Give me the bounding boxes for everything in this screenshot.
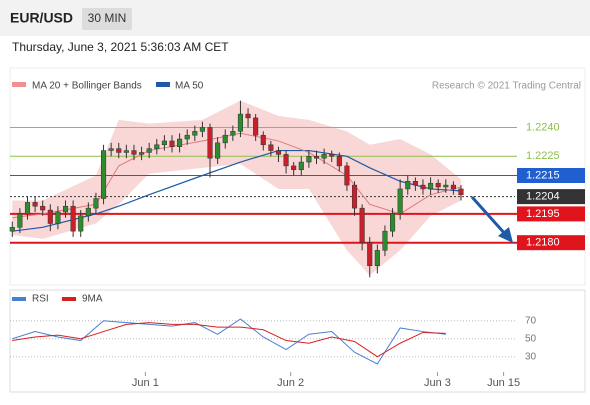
rsi-tick-label: 50: [525, 333, 537, 344]
candle-body: [245, 113, 251, 119]
candle-body: [359, 207, 365, 243]
candle-body: [169, 140, 175, 147]
candle-body: [108, 148, 114, 151]
candle-body: [420, 184, 426, 190]
price-label: 1.2240: [526, 121, 560, 133]
candle-body: [47, 209, 53, 224]
candle-body: [268, 144, 274, 151]
candle-body: [123, 150, 129, 153]
price-label-box: [517, 168, 585, 183]
candle-body: [321, 154, 327, 159]
candle-body: [253, 117, 259, 136]
rsi-tick-label: 30: [525, 351, 537, 362]
candle-body: [40, 205, 46, 211]
forecast-arrow: [470, 195, 508, 237]
candle-body: [24, 202, 31, 215]
candle-body: [100, 150, 107, 199]
arrow-head: [498, 227, 513, 243]
candle-body: [192, 131, 198, 136]
timeframe-box[interactable]: [82, 8, 132, 30]
legend-label: MA 20 + Bollinger Bands: [32, 81, 142, 92]
candle-body: [336, 156, 342, 167]
bollinger-band: [12, 100, 462, 276]
candle-body: [184, 134, 190, 140]
legend-label: 9MA: [82, 294, 103, 305]
candle-body: [62, 205, 69, 213]
candle-body: [291, 165, 297, 170]
price-label-box: [517, 206, 585, 222]
candle-body: [85, 207, 91, 217]
price-label-box: [517, 235, 585, 251]
candle-body: [458, 188, 464, 195]
x-tick-label: Jun 15: [487, 377, 520, 389]
candle-body: [260, 134, 266, 146]
legend-label: MA 50: [175, 81, 204, 92]
candle-body: [177, 138, 183, 147]
candle-body: [9, 227, 15, 232]
candle-body: [230, 131, 236, 136]
rsi-tick-label: 70: [525, 315, 537, 326]
candle-body: [283, 154, 289, 167]
candle-body: [435, 182, 441, 188]
datetime: Thursday, June 3, 2021 5:36:03 AM CET: [12, 40, 229, 54]
candle-body: [405, 181, 411, 190]
candle-body: [93, 198, 99, 209]
candle-body: [215, 142, 221, 159]
candle-body: [131, 150, 137, 155]
candle-body: [17, 213, 23, 228]
legend-swatch: [62, 297, 76, 301]
candle-body: [382, 230, 388, 251]
price-label-box: [517, 189, 585, 205]
legend-swatch: [12, 82, 26, 87]
candle-body: [78, 215, 84, 232]
price-label: 1.2180: [526, 237, 560, 249]
candle-body: [412, 181, 418, 186]
candle-body: [329, 154, 335, 157]
candle-body: [313, 156, 320, 159]
price-label: 1.2195: [526, 208, 560, 220]
symbol: EUR/USD: [10, 10, 73, 26]
candle-body: [390, 213, 396, 232]
rsi-frame: [9, 289, 586, 393]
x-tick-label: Jun 3: [424, 377, 451, 389]
ma50-line: [12, 149, 462, 232]
ma20-line: [12, 132, 462, 219]
candle-body: [275, 150, 282, 155]
candle-body: [161, 140, 167, 146]
candle-body: [397, 188, 403, 215]
candle-body: [443, 184, 449, 188]
legend-swatch: [156, 82, 170, 87]
candle-body: [298, 161, 304, 170]
candle-body: [146, 148, 152, 153]
candle-body: [306, 156, 312, 163]
candle-body: [55, 211, 61, 224]
timeframe[interactable]: 30 MIN: [88, 11, 127, 25]
legend-swatch: [12, 297, 26, 301]
price-label: 1.2215: [526, 169, 560, 181]
ma9-line: [12, 322, 446, 358]
price-label: 1.2225: [526, 150, 560, 162]
candle-body: [374, 250, 380, 266]
candle-body: [154, 144, 160, 149]
candle-body: [367, 242, 373, 266]
candle-body: [237, 113, 243, 132]
candle-body: [207, 127, 213, 159]
candle-body: [351, 184, 358, 209]
candle-body: [428, 182, 434, 190]
candle-body: [199, 127, 205, 132]
candle-body: [222, 134, 228, 144]
x-tick-label: Jun 1: [132, 377, 159, 389]
legend-label: RSI: [32, 294, 49, 305]
candle-body: [70, 205, 76, 232]
price-label: 1.2204: [526, 191, 560, 203]
candle-body: [344, 165, 350, 186]
source: Research © 2021 Trading Central: [432, 81, 581, 92]
candle-body: [116, 148, 122, 153]
candle-body: [32, 202, 38, 207]
candle-body: [139, 152, 145, 155]
candle-body: [450, 184, 456, 190]
x-tick-label: Jun 2: [277, 377, 304, 389]
